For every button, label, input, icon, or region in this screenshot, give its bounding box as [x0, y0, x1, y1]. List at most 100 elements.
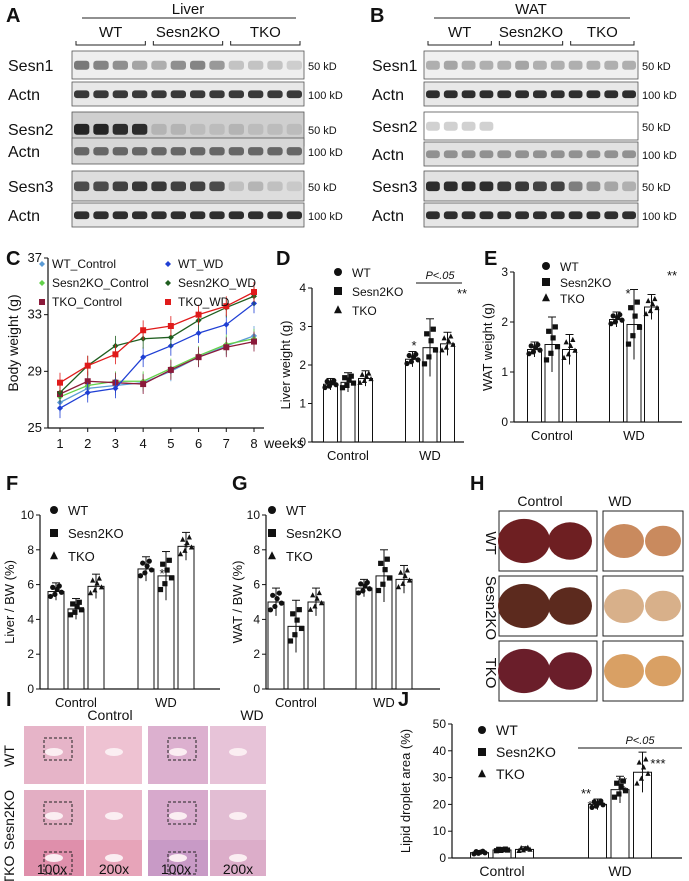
- blot-membrane: [71, 137, 305, 165]
- y-tick-label: 4: [27, 612, 34, 626]
- blot-band: [461, 60, 476, 70]
- blot-band: [479, 121, 494, 131]
- blot-band: [443, 90, 458, 99]
- panel-letter-c: C: [6, 248, 20, 270]
- blot-band: [112, 123, 128, 135]
- blot-row-label: Actn: [8, 87, 40, 104]
- blot-band: [461, 90, 476, 99]
- data-point: [622, 788, 629, 794]
- legend-label: Sesn2KO: [68, 526, 124, 541]
- blot-band: [533, 90, 547, 99]
- data-point: [140, 560, 146, 566]
- data-point: [355, 590, 362, 596]
- chart-C: 25 29 33 37 Body weight (g) 1 2 3 4 5 6 7 8 weeks WT_C…: [5, 250, 304, 451]
- data-point: [195, 354, 202, 361]
- data-point: [634, 780, 640, 786]
- bar: [644, 306, 659, 423]
- data-point: [312, 603, 318, 609]
- blot-band: [479, 211, 494, 220]
- liver-image: [498, 583, 550, 629]
- data-point: [421, 361, 428, 367]
- data-point: [78, 607, 85, 613]
- blot-band: [586, 60, 601, 70]
- series-line: [59, 340, 255, 395]
- blot-group-bracket: [230, 41, 301, 46]
- data-point: [182, 547, 188, 553]
- blot-band: [190, 181, 206, 192]
- significance-star: *: [183, 540, 188, 555]
- data-point: [612, 319, 619, 325]
- data-point: [424, 331, 430, 337]
- blot-row-label: Sesn3: [372, 179, 417, 196]
- data-point: [167, 323, 174, 329]
- data-point: [274, 596, 280, 602]
- legend-label: Sesn2KO: [286, 526, 342, 541]
- data-point: [591, 799, 597, 805]
- x-tick-label: 7: [223, 436, 230, 451]
- blot-tissue-label: Liver: [172, 1, 205, 18]
- data-point: [548, 350, 554, 356]
- significance-star: *: [159, 566, 164, 581]
- data-point: [298, 625, 305, 632]
- legend-marker: [165, 299, 171, 305]
- significance-star: *: [625, 286, 630, 301]
- blot-band: [550, 90, 565, 99]
- y-tick-label: 1: [299, 397, 306, 411]
- blot-row-label: Actn: [372, 147, 404, 164]
- data-point: [90, 577, 96, 583]
- y-tick-label: 2: [299, 358, 306, 372]
- data-point: [368, 375, 374, 382]
- data-point: [415, 357, 421, 363]
- blot-band: [93, 181, 109, 192]
- blot-band: [286, 147, 302, 156]
- blot-band: [151, 211, 167, 220]
- data-point: [398, 569, 404, 575]
- blot-group-bracket: [152, 41, 224, 46]
- blot-row-label: Sesn2: [372, 119, 417, 136]
- blot-band: [190, 90, 206, 99]
- histo-col-label: WD: [240, 707, 263, 723]
- blot-band: [132, 60, 148, 70]
- western-blot-A: Liver WT Sesn2KO TKO Sesn1 50 kD Actn 100 kD Ses…: [8, 1, 343, 228]
- legend-marker: [268, 551, 276, 560]
- data-point: [448, 333, 454, 339]
- data-point: [92, 587, 98, 593]
- legend-label: TKO_Control: [52, 295, 122, 309]
- data-point: [142, 570, 148, 576]
- blot-band: [586, 181, 601, 192]
- legend-label: TKO: [68, 549, 95, 564]
- blot-band: [604, 60, 619, 70]
- blot-band: [622, 211, 636, 220]
- panel-letter-h: H: [470, 473, 484, 495]
- blot-size-marker: 50 kD: [642, 122, 671, 134]
- data-point: [628, 305, 634, 311]
- y-axis-title: Liver weight (g): [278, 321, 293, 410]
- legend-marker: [268, 529, 276, 537]
- blot-band: [622, 90, 636, 99]
- blot-band: [461, 211, 476, 220]
- data-point: [552, 324, 558, 330]
- data-point: [643, 756, 649, 762]
- blot-size-marker: 100 kD: [642, 90, 677, 102]
- data-point: [223, 321, 230, 328]
- significance-star: *: [587, 798, 592, 813]
- blot-band: [209, 181, 225, 192]
- blot-band: [533, 60, 547, 70]
- significance-p-value: P<.05: [425, 270, 455, 282]
- legend-label: TKO: [560, 292, 585, 306]
- data-point: [654, 304, 660, 311]
- y-tick-label: 4: [253, 612, 260, 626]
- blot-band: [461, 121, 476, 131]
- legend-label: WT: [68, 503, 88, 518]
- significance-star: **: [667, 268, 677, 283]
- blot-group-label: Sesn2KO: [499, 24, 563, 41]
- legend-marker: [542, 262, 550, 270]
- blot-band: [93, 211, 109, 220]
- blot-band: [622, 181, 636, 192]
- data-point: [600, 802, 606, 808]
- series-line: [59, 295, 255, 394]
- blot-membrane: [423, 111, 639, 141]
- data-point: [516, 847, 522, 854]
- data-point: [98, 584, 105, 590]
- data-point: [408, 359, 414, 365]
